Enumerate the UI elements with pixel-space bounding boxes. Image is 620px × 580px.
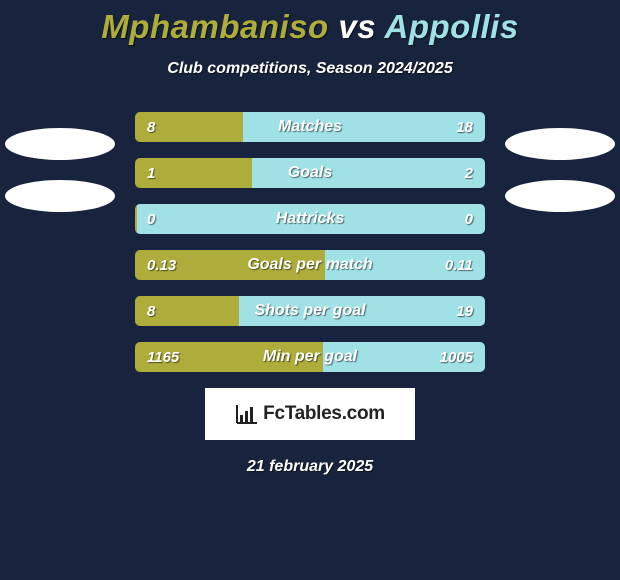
- stat-bar-left: [135, 158, 252, 188]
- stat-bar-left: [135, 250, 325, 280]
- stat-row: 819Shots per goal: [135, 296, 485, 326]
- stat-row: 818Matches: [135, 112, 485, 142]
- stat-bar-left: [135, 112, 243, 142]
- player2-name: Appollis: [385, 8, 519, 45]
- stat-bar-left: [135, 296, 239, 326]
- logo-text: FcTables.com: [263, 403, 385, 425]
- player2-marker-2: [505, 180, 615, 212]
- stat-row: 0.130.11Goals per match: [135, 250, 485, 280]
- comparison-chart: 818Matches 12Goals 00Hattricks 0.130.11Goal…: [0, 112, 620, 372]
- fctables-logo[interactable]: FcTables.com: [205, 388, 415, 440]
- player1-marker-1: [5, 128, 115, 160]
- date-text: 21 february 2025: [0, 458, 620, 476]
- stat-row: 11651005Min per goal: [135, 342, 485, 372]
- stat-row: 00Hattricks: [135, 204, 485, 234]
- page-title: Mphambaniso vs Appollis: [0, 0, 620, 46]
- stat-bar-right: [137, 204, 485, 234]
- stat-bar-right: [323, 342, 485, 372]
- stat-bar-right: [252, 158, 485, 188]
- subtitle: Club competitions, Season 2024/2025: [0, 60, 620, 78]
- vs-text: vs: [338, 8, 376, 45]
- player1-marker-2: [5, 180, 115, 212]
- player2-marker-1: [505, 128, 615, 160]
- player1-name: Mphambaniso: [101, 8, 328, 45]
- bar-chart-icon: [235, 403, 259, 425]
- stat-bar-right: [325, 250, 485, 280]
- stat-row: 12Goals: [135, 158, 485, 188]
- stat-bar-left: [135, 342, 323, 372]
- stat-bar-right: [239, 296, 485, 326]
- stat-bar-right: [243, 112, 485, 142]
